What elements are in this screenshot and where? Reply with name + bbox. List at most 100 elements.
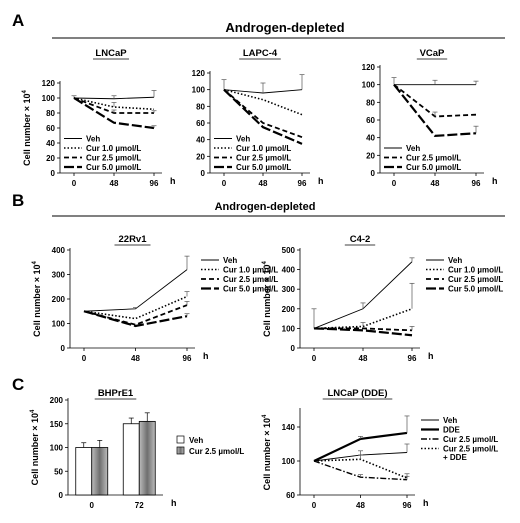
y-axis-label: Cell number × 104: [22, 90, 32, 166]
y-axis-label-exponent: 4: [32, 261, 38, 265]
x-unit-label: h: [423, 498, 429, 508]
y-axis-label: Cell number × 104: [262, 261, 272, 337]
legend-swatch: [176, 446, 185, 455]
y-tick-label: 400: [282, 266, 296, 275]
x-tick-label: 72: [135, 501, 144, 510]
y-tick-label: 40: [196, 136, 205, 145]
legend-label: Cur 1.0 µmol/L: [223, 266, 278, 275]
bar: [122, 423, 140, 496]
y-tick-label: 60: [286, 491, 295, 500]
x-tick-label: 96: [183, 354, 192, 363]
x-tick-label: 96: [150, 179, 159, 188]
y-tick-label: 120: [192, 69, 206, 78]
x-tick-label: 96: [408, 354, 417, 363]
series-line: [393, 83, 477, 138]
y-tick-label: 100: [362, 81, 376, 90]
y-tick-label: 120: [362, 63, 376, 72]
y-axis-label: Cell number × 104: [32, 261, 42, 337]
legend-label: Cur 2.5 µmol/L: [86, 154, 141, 163]
legend-label: Veh: [236, 135, 250, 144]
y-tick-label: 150: [50, 420, 64, 429]
chart-title: BHPrE1: [98, 388, 134, 399]
legend-label: Cur 5.0 µmol/L: [223, 285, 278, 294]
series-line: [73, 97, 155, 111]
y-tick-label: 80: [366, 98, 375, 107]
y-tick-label: 0: [59, 491, 64, 500]
y-tick-label: 40: [46, 139, 55, 148]
x-tick-label: 96: [298, 179, 307, 188]
series-line: [223, 88, 303, 145]
legend-label: Cur 2.5 µmol/L: [189, 447, 244, 456]
legend-label: Cur 2.5 µmol/L: [223, 275, 278, 284]
series-line: [83, 269, 188, 312]
y-tick-label: 400: [52, 246, 66, 255]
panel-label-c: C: [12, 375, 24, 394]
y-tick-label: 100: [282, 324, 296, 333]
x-unit-label: h: [170, 176, 176, 186]
x-tick-label: 48: [359, 354, 368, 363]
x-unit-label: h: [428, 351, 434, 361]
legend-label: Cur 2.5 µmol/L: [448, 275, 503, 284]
x-tick-label: 0: [72, 179, 77, 188]
legend-label: Cur 1.0 µmol/L: [448, 266, 503, 275]
x-tick-label: 0: [90, 501, 95, 510]
x-tick-label: 0: [312, 354, 317, 363]
legend-label: Cur 1.0 µmol/L: [86, 144, 141, 153]
panel-label-b: B: [12, 191, 24, 210]
x-tick-label: 48: [131, 354, 140, 363]
chart-title: 22Rv1: [119, 234, 148, 245]
section-title-b: Androgen-depleted: [215, 201, 316, 213]
y-tick-label: 500: [282, 246, 296, 255]
legend-label: Cur 5.0 µmol/L: [448, 285, 503, 294]
y-tick-label: 100: [42, 94, 56, 103]
series-line: [313, 327, 413, 337]
y-tick-label: 200: [50, 396, 64, 405]
x-tick-label: 48: [259, 179, 268, 188]
x-tick-label: 0: [82, 354, 87, 363]
chart-title: C4-2: [350, 234, 371, 245]
y-tick-label: 0: [61, 344, 66, 353]
y-tick-label: 0: [51, 169, 56, 178]
bar: [75, 447, 93, 496]
x-tick-label: 96: [472, 179, 481, 188]
y-tick-label: 0: [291, 344, 296, 353]
bar: [138, 420, 156, 496]
y-tick-label: 300: [282, 285, 296, 294]
legend-label: Veh: [443, 416, 457, 425]
legend-label: Veh: [189, 436, 203, 445]
series-line: [313, 261, 413, 329]
y-tick-label: 60: [366, 116, 375, 125]
x-tick-label: 48: [356, 501, 365, 510]
y-axis-label-exponent: 4: [262, 414, 268, 418]
legend-label: + DDE: [443, 453, 467, 462]
legend-label: Cur 2.5 µmol/L: [443, 445, 498, 454]
x-unit-label: h: [492, 176, 498, 186]
legend-label: Veh: [223, 256, 237, 265]
x-unit-label: h: [318, 176, 324, 186]
legend-label: Veh: [448, 256, 462, 265]
y-tick-label: 200: [282, 305, 296, 314]
bar: [91, 447, 109, 496]
y-axis-label-exponent: 4: [262, 261, 268, 265]
legend-label: Cur 2.5 µmol/L: [406, 154, 461, 163]
y-axis-label: Cell number × 104: [262, 414, 272, 490]
series-line: [73, 97, 155, 130]
legend-label: Cur 2.5 µmol/L: [443, 435, 498, 444]
y-axis-label: Cell number × 104: [30, 409, 40, 485]
y-axis-label-exponent: 4: [30, 409, 36, 413]
section-title-a: Androgen-depleted: [225, 20, 344, 35]
legend-label: DDE: [443, 426, 461, 435]
y-tick-label: 20: [196, 152, 205, 161]
y-tick-label: 80: [196, 102, 205, 111]
series-line: [223, 88, 303, 139]
y-tick-label: 50: [54, 467, 63, 476]
y-tick-label: 100: [50, 444, 64, 453]
y-tick-label: 300: [52, 271, 66, 280]
legend-label: Veh: [86, 135, 100, 144]
y-tick-label: 60: [46, 124, 55, 133]
legend-label: Cur 1.0 µmol/L: [236, 144, 291, 153]
x-unit-label: h: [171, 498, 177, 508]
